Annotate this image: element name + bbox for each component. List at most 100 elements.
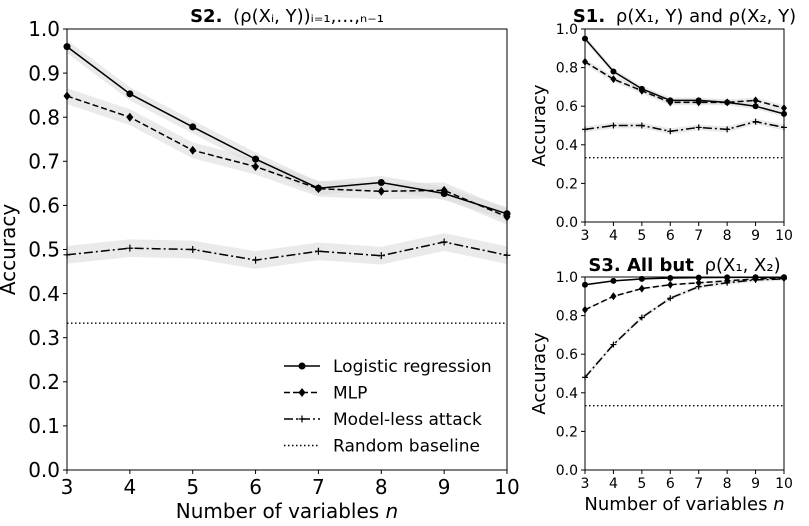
confidence-band <box>585 118 784 135</box>
data-point <box>126 244 134 252</box>
x-tick-label: 6 <box>249 475 262 499</box>
y-tick-label: 0.9 <box>28 61 60 85</box>
series-line <box>67 95 507 218</box>
data-point <box>638 284 645 293</box>
data-point <box>695 278 702 287</box>
y-tick-label: 0.5 <box>28 238 60 262</box>
x-tick-label: 4 <box>609 228 618 244</box>
series-line <box>67 46 507 215</box>
legend: Logistic regression MLP Model-less attack R… <box>284 357 492 457</box>
data-point <box>440 238 448 246</box>
data-point <box>189 123 197 131</box>
x-tick-label: 9 <box>751 476 760 492</box>
x-tick-label: 3 <box>61 475 74 499</box>
x-tick-label: 3 <box>581 476 590 492</box>
y-tick-label: 0.2 <box>556 424 578 440</box>
x-axis-label: Number of variables n <box>584 494 784 515</box>
legend-item: Model-less attack <box>284 410 482 430</box>
data-point <box>667 295 674 302</box>
y-tick-label: 1.0 <box>28 17 60 41</box>
series-line <box>585 278 784 378</box>
legend-marker <box>298 388 306 397</box>
data-point <box>752 118 759 125</box>
x-tick-label: 4 <box>609 476 618 492</box>
data-point <box>610 75 617 84</box>
legend-label: Random baseline <box>333 437 480 457</box>
data-point <box>610 122 617 129</box>
x-tick-label: 6 <box>666 476 675 492</box>
chart-s3: S3. All but ρ(X₁, X₂) 3 4 5 6 7 8 9 10 0.0 0.2 0.4… <box>529 255 793 515</box>
confidence-band <box>67 88 507 225</box>
data-point <box>610 341 617 348</box>
x-tick-label: 5 <box>637 476 646 492</box>
y-tick-label: 0.0 <box>556 215 578 231</box>
series-line <box>585 38 784 115</box>
y-tick-label: 1.0 <box>556 22 578 38</box>
y-tick-label: 0.0 <box>28 458 60 482</box>
x-tick-label: 9 <box>438 475 451 499</box>
series-line <box>67 241 507 261</box>
data-point <box>126 90 134 98</box>
data-point <box>638 314 645 321</box>
y-axis-label: Accuracy <box>529 332 550 415</box>
x-tick-label: 8 <box>723 476 732 492</box>
y-tick-label: 0.8 <box>556 61 578 77</box>
data-point <box>610 277 617 284</box>
plot-frame <box>584 276 785 471</box>
chart-title-rest: ρ(X₁, X₂) <box>705 255 781 276</box>
chart-s2: S2. (ρ(Xᵢ, Y))ᵢ₌₁,…,ₙ₋₁ 3 4 5 6 7 8 9 10 0.0 0.1 0… <box>0 6 520 523</box>
chart-title: S2. (ρ(Xᵢ, Y))ᵢ₌₁,…,ₙ₋₁ <box>190 6 384 27</box>
data-point <box>695 274 702 281</box>
legend-marker <box>298 415 306 423</box>
x-tick-label: 10 <box>775 476 793 492</box>
data-point <box>752 276 759 283</box>
x-tick-label: 8 <box>375 475 388 499</box>
y-tick-label: 0.4 <box>28 282 60 306</box>
data-point <box>638 86 645 95</box>
y-axis-label: Accuracy <box>0 204 20 295</box>
data-point <box>724 279 731 286</box>
data-point <box>610 292 617 301</box>
data-point <box>610 68 617 75</box>
y-tick-label: 0.8 <box>556 309 578 325</box>
x-tick-label: 7 <box>312 475 325 499</box>
x-axis-label: Number of variables n <box>176 499 398 523</box>
legend-item: MLP <box>284 384 367 404</box>
data-point <box>695 283 702 290</box>
y-tick-label: 0.4 <box>556 386 578 402</box>
chart-title: S1. ρ(X₁, Y) and ρ(X₂, Y) <box>573 6 796 27</box>
x-tick-label: 5 <box>186 475 199 499</box>
x-tick-label: 6 <box>666 228 675 244</box>
x-tick-label: 7 <box>694 228 703 244</box>
chart-title-bold: S3. All but <box>588 255 694 276</box>
chart-title-rest: (ρ(Xᵢ, Y))ᵢ₌₁,…,ₙ₋₁ <box>233 6 384 27</box>
legend-item: Logistic regression <box>284 357 492 377</box>
data-point <box>724 126 731 133</box>
data-point <box>252 155 260 163</box>
data-point <box>377 178 385 186</box>
data-point <box>189 145 197 155</box>
y-tick-label: 0.0 <box>556 463 578 479</box>
plot-area <box>67 40 507 324</box>
plot-area <box>585 35 784 159</box>
data-point <box>667 274 674 281</box>
y-tick-label: 1.0 <box>556 270 578 286</box>
y-tick-label: 0.8 <box>28 105 60 129</box>
y-tick-label: 0.6 <box>556 347 578 363</box>
confidence-band <box>67 233 507 269</box>
series-line <box>585 277 784 311</box>
data-point <box>752 96 759 105</box>
legend-label: Logistic regression <box>333 357 492 377</box>
x-tick-label: 10 <box>494 475 519 499</box>
data-point <box>377 186 385 196</box>
legend-label: MLP <box>333 384 367 404</box>
x-tick-label: 4 <box>123 475 136 499</box>
data-point <box>189 246 197 253</box>
y-tick-label: 0.2 <box>28 370 60 394</box>
y-axis-label: Accuracy <box>529 84 550 167</box>
data-point <box>126 112 134 122</box>
x-tick-label: 3 <box>581 228 590 244</box>
data-point <box>695 98 702 107</box>
data-point <box>724 98 731 107</box>
